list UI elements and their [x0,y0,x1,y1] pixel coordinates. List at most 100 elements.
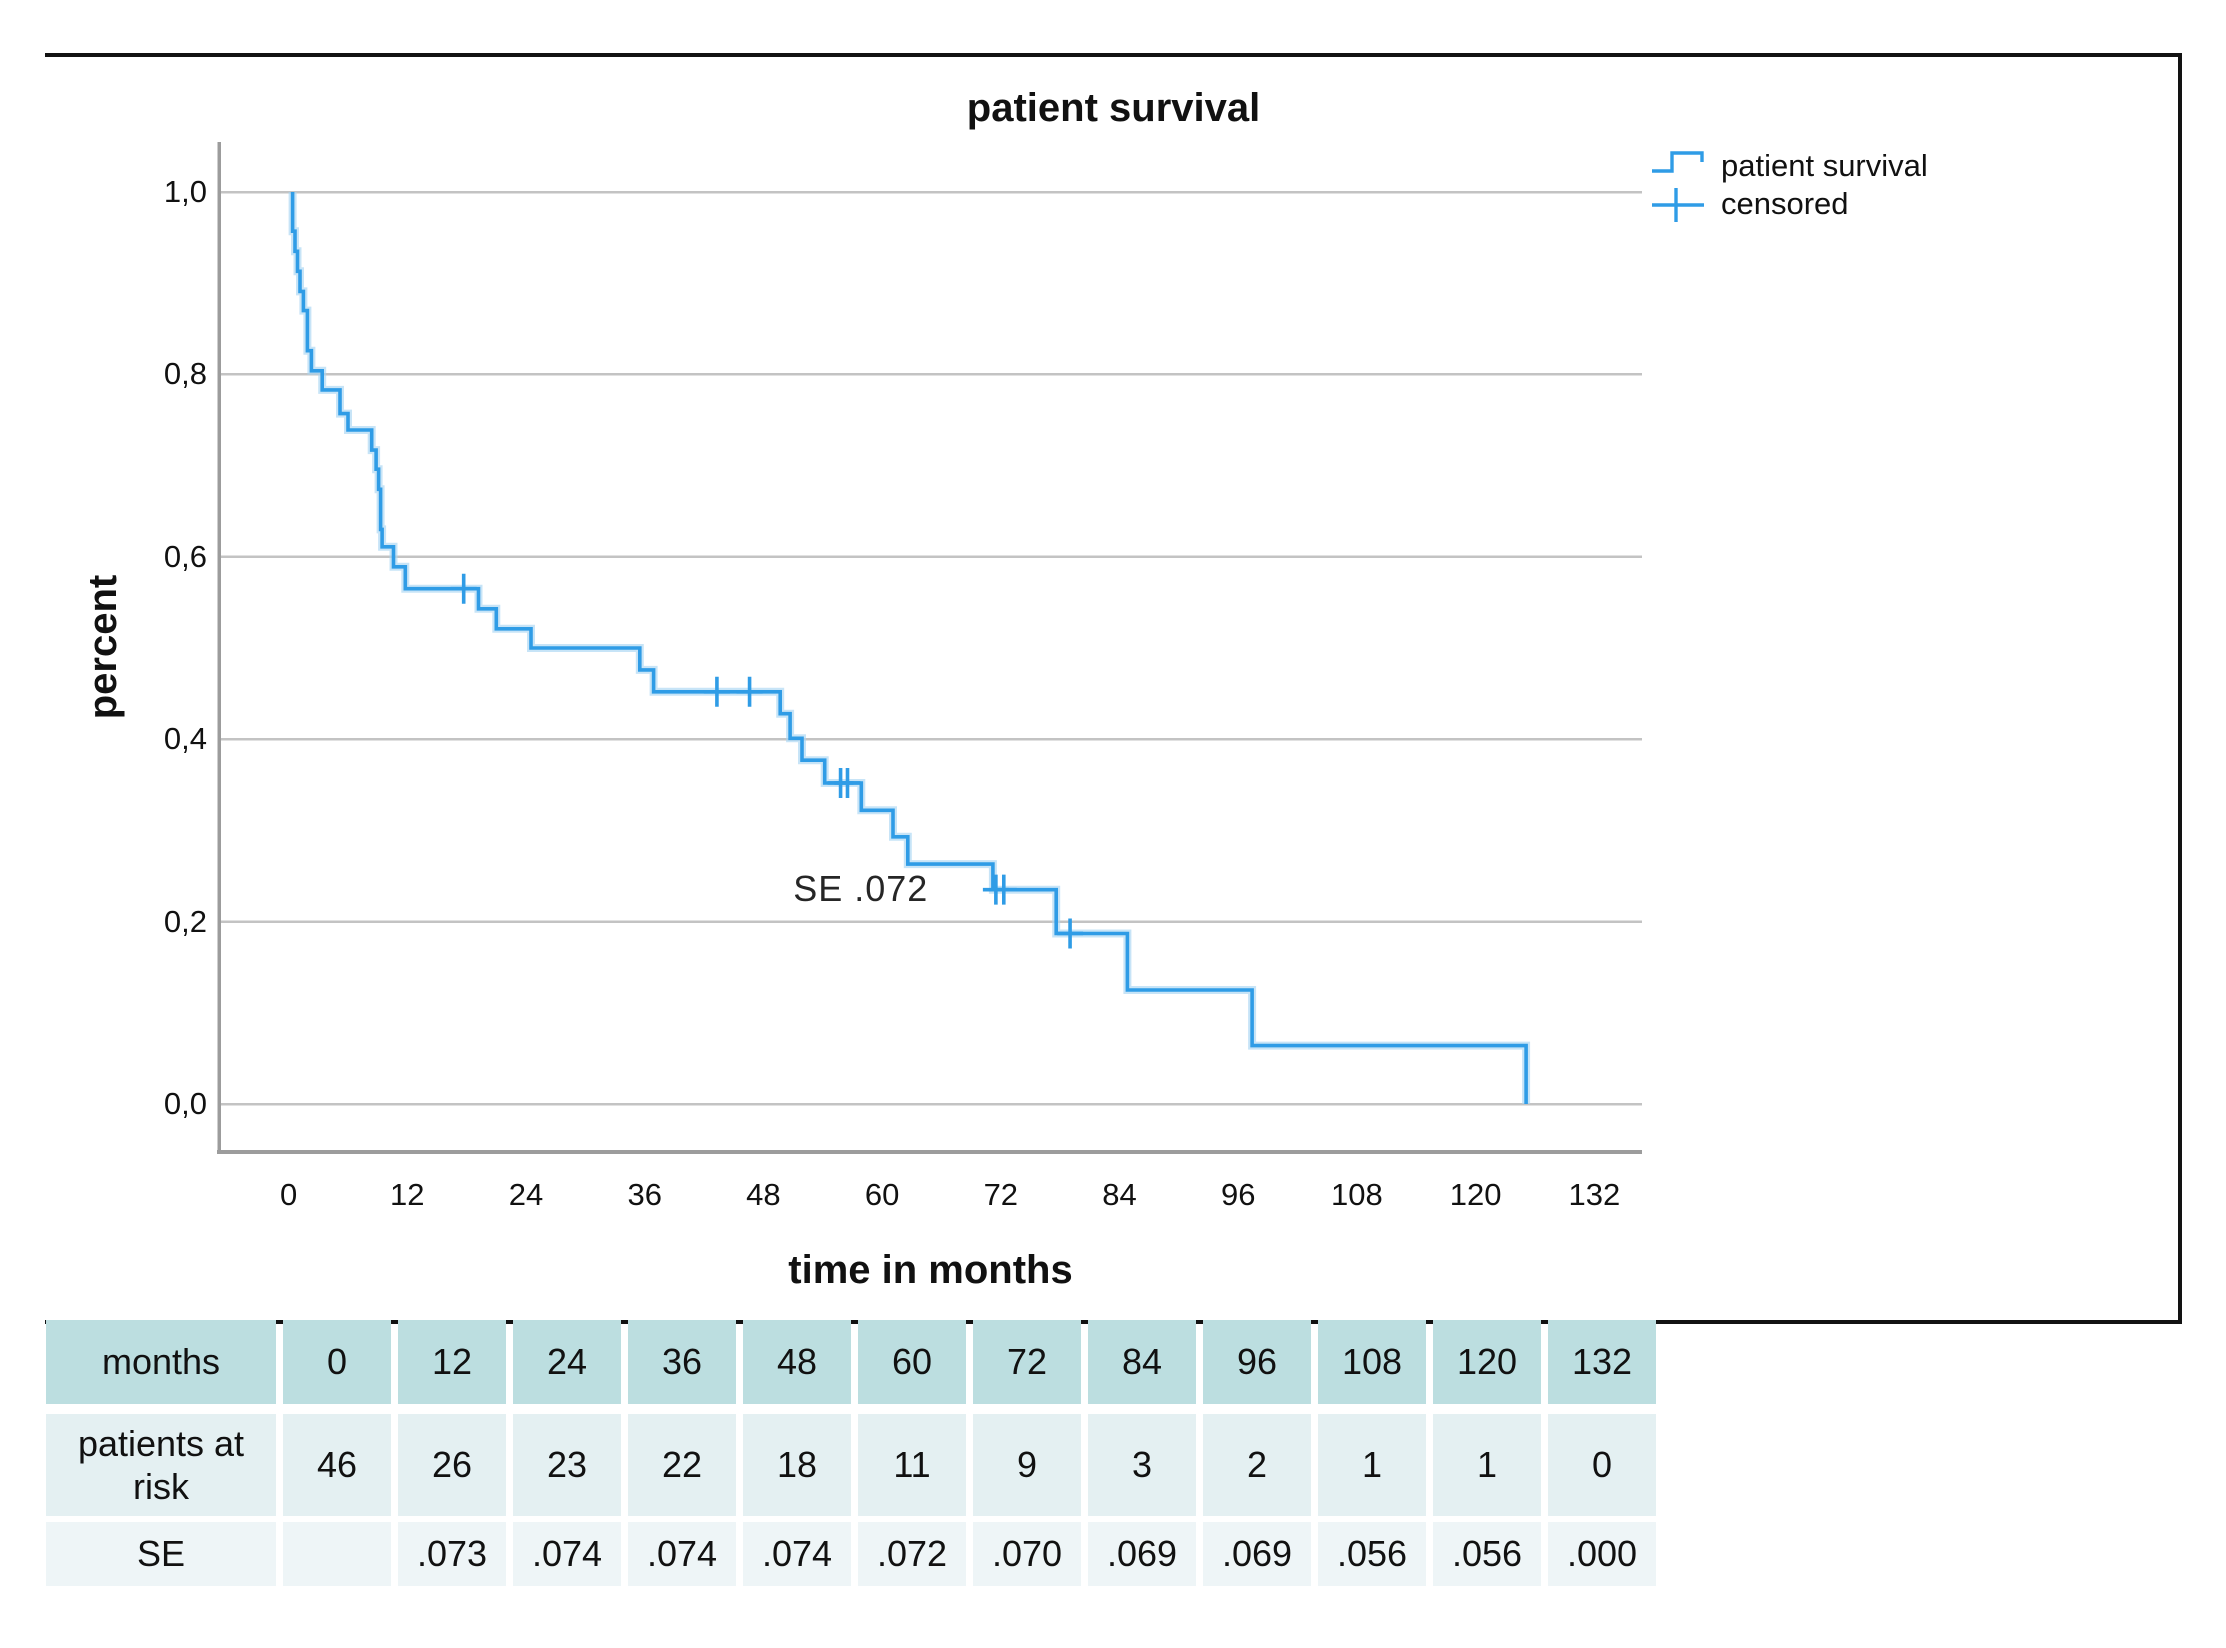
table-cell-text: .069 [1106,1533,1178,1575]
table-cell-text: 84 [1121,1341,1163,1383]
censor-mark [834,767,861,798]
table-cell: .074 [513,1522,621,1586]
table-cell: .072 [858,1522,966,1586]
table-cell-text: 3 [1131,1444,1153,1486]
table-cell-text: months [101,1341,221,1383]
censor-mark [703,676,730,707]
table-cell-text: 48 [776,1341,818,1383]
table-cell: 72 [973,1320,1081,1404]
censored-plus-icon [1652,188,1704,222]
table-cell: .074 [743,1522,851,1586]
x-tick-label: 84 [1102,1177,1137,1212]
y-tick-label: 0,2 [163,903,207,939]
x-tick-label: 120 [1449,1177,1502,1212]
table-cell-text: 96 [1236,1341,1278,1383]
x-tick-label: 0 [279,1177,298,1212]
table-cell: 0 [283,1320,391,1404]
censor-mark [1057,918,1084,949]
table-cell-text: 24 [546,1341,588,1383]
table-cell: 120 [1433,1320,1541,1404]
table-cell: 3 [1088,1414,1196,1516]
table-cell: 96 [1203,1320,1311,1404]
table-cell: 1 [1433,1414,1541,1516]
table-cell-text: 60 [891,1341,933,1383]
table-cell: .056 [1318,1522,1426,1586]
table-cell-text: 22 [661,1444,703,1486]
table-cell-text: 72 [1006,1341,1048,1383]
x-tick-label: 132 [1568,1177,1621,1212]
y-tick-label: 0,6 [163,538,207,574]
legend-label: censored [1721,186,1849,221]
table-cell-text: patients at risk [77,1422,245,1507]
y-tick-label: 1,0 [163,174,207,209]
x-tick-label: 24 [508,1177,544,1212]
table-cell-text: 18 [776,1444,818,1486]
table-cell [283,1522,391,1586]
x-tick-label: 108 [1331,1177,1383,1212]
table-cell-text: .070 [991,1533,1063,1575]
table-cell-text: 132 [1571,1341,1633,1383]
legend-item-plus: censored [1645,185,1928,223]
table-cell-text: 36 [661,1341,703,1383]
table-cell-text: .069 [1221,1533,1293,1575]
table-cell: 11 [858,1414,966,1516]
table-cell: 24 [513,1320,621,1404]
chart-title: patient survival [966,86,1261,130]
table-cell: 36 [628,1320,736,1404]
legend-item-step-line: patient survival [1645,147,1928,185]
se-annotation: SE .072 [793,867,929,909]
legend: patient survival censored [1645,147,1928,223]
table-cell-text: 12 [431,1341,473,1383]
table-cell-text: 46 [316,1444,358,1486]
x-tick-label: 96 [1220,1177,1256,1212]
survival-curve [290,192,1528,1104]
table-row-label: SE [46,1522,276,1586]
table-cell-text: 0 [1591,1444,1613,1486]
table-cell-text: 1 [1476,1444,1498,1486]
table-cell: 1 [1318,1414,1426,1516]
table-cell-text: 108 [1341,1341,1403,1383]
table-cell: 0 [1548,1414,1656,1516]
step-line-icon [1652,151,1704,173]
table-cell: 108 [1318,1320,1426,1404]
table-cell-text: .074 [531,1533,603,1575]
y-tick-label: 0,4 [163,721,207,757]
risk-table: months 0 12 24 36 48 60 72 84 96 108 120 132 patients… [46,1320,1656,1586]
table-cell: 26 [398,1414,506,1516]
table-cell-text: .056 [1451,1533,1523,1575]
table-cell-text: 26 [431,1444,473,1486]
table-cell: 18 [743,1414,851,1516]
y-tick-label: 0,0 [163,1086,207,1121]
x-tick-label: 48 [746,1177,781,1212]
table-cell: 48 [743,1320,851,1404]
table-cell: 22 [628,1414,736,1516]
table-cell-text: .074 [646,1533,718,1575]
table-cell: .069 [1203,1522,1311,1586]
table-cell-text: 0 [326,1341,348,1383]
table-cell-text: SE [136,1533,186,1575]
x-tick-label: 72 [983,1177,1019,1212]
x-axis-label: time in months [788,1248,1073,1292]
table-cell-text: .000 [1566,1533,1638,1575]
table-cell-text: .072 [876,1533,948,1575]
y-tick-label: 0,8 [163,356,207,392]
table-row-patients-at-risk: patients at risk 46 26 23 22 18 11 9 3 2 1 1 0 [46,1414,1656,1516]
table-row-months: months 0 12 24 36 48 60 72 84 96 108 120 132 [46,1320,1656,1404]
table-cell-text: 23 [546,1444,588,1486]
table-cell: .056 [1433,1522,1541,1586]
survival-curve-halo [288,192,1531,1104]
table-cell-text: .056 [1336,1533,1408,1575]
table-cell: 46 [283,1414,391,1516]
legend-label: patient survival [1721,148,1928,183]
table-cell-text: 2 [1246,1444,1268,1486]
table-cell-text: .073 [416,1533,488,1575]
table-cell: .000 [1548,1522,1656,1586]
table-row-SE: SE .073 .074 .074 .074 .072 .070 .069 .069 .056 .0… [46,1522,1656,1586]
table-cell-text: 1 [1361,1444,1383,1486]
table-cell: 23 [513,1414,621,1516]
table-cell: .069 [1088,1522,1196,1586]
table-cell-text: 11 [893,1444,931,1486]
table-cell: .073 [398,1522,506,1586]
censor-mark [450,573,477,604]
